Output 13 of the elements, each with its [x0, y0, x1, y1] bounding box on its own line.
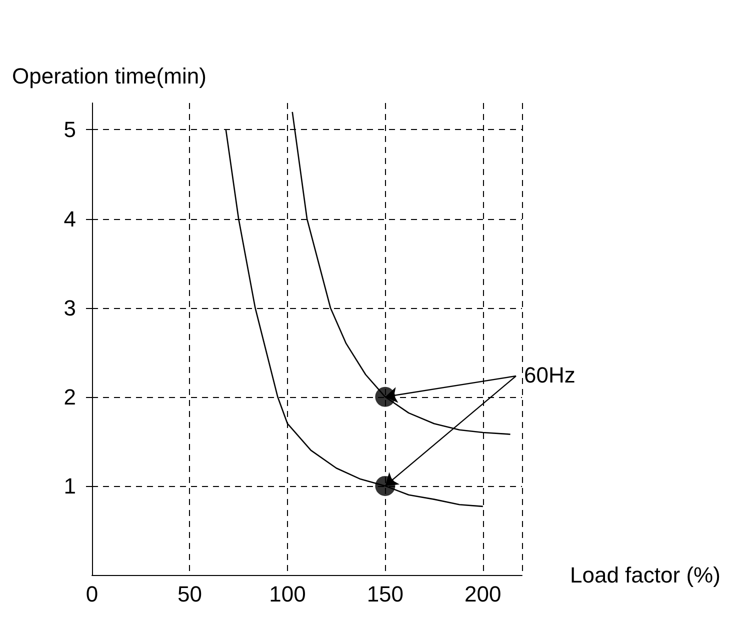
- y-tick-label: 5: [64, 117, 76, 142]
- y-tick-label: 2: [64, 384, 76, 410]
- y-axis-title: Operation time(min): [12, 64, 206, 88]
- x-tick-label: 0: [86, 582, 98, 606]
- y-tick-label: 1: [64, 473, 76, 498]
- x-tick-label: 150: [366, 582, 404, 606]
- x-axis-title: Load factor (%): [570, 562, 720, 588]
- x-tick-label: 50: [177, 582, 202, 606]
- x-tick-label: 200: [464, 582, 502, 606]
- y-tick-label: 4: [64, 206, 76, 232]
- annotation: 60Hz: [524, 362, 576, 388]
- y-tick-label: 3: [64, 295, 76, 320]
- x-tick-label: 100: [269, 582, 306, 606]
